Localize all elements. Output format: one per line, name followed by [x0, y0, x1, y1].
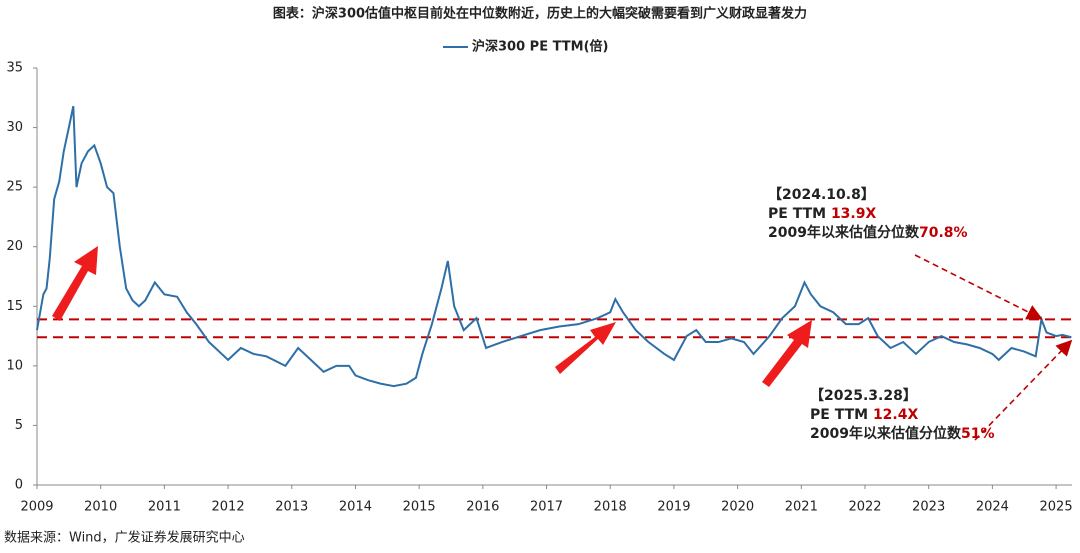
x-tick-label: 2009: [20, 500, 53, 515]
annotation-part: 【2025.3.28】: [810, 388, 917, 404]
annotation: 2009年以来估值分位数51%: [810, 425, 994, 442]
annotation-part: 51%: [961, 426, 995, 442]
y-tick-label: 30: [6, 120, 23, 135]
y-tick-label: 5: [15, 418, 23, 433]
x-tick-label: 2024: [976, 500, 1009, 515]
annotation: 2009年以来估值分位数70.8%: [768, 224, 968, 241]
annotation: 【2025.3.28】: [810, 388, 917, 404]
y-tick-label: 10: [6, 358, 23, 373]
chart-title: 图表：沪深300估值中枢目前处在中位数附近，历史上的大幅突破需要看到广义财政显著…: [273, 6, 807, 22]
x-tick-label: 2020: [721, 500, 754, 515]
y-tick-label: 25: [6, 180, 23, 195]
annotation-part: PE TTM: [810, 407, 873, 423]
x-tick-label: 2011: [148, 500, 181, 515]
source: 数据来源：Wind，广发证券发展研究中心: [4, 530, 245, 546]
arrows: [52, 246, 812, 387]
annotation-part: 12.4X: [873, 407, 919, 423]
x-tick-label: 2015: [403, 500, 436, 515]
x-tick-label: 2014: [339, 500, 372, 515]
annotation: PE TTM 12.4X: [810, 407, 918, 423]
y-tick-label: 20: [6, 239, 23, 254]
annotation-part: 2009年以来估值分位数: [768, 224, 920, 241]
y-tick-label: 15: [6, 299, 23, 314]
annotation-part: 【2024.10.8】: [768, 187, 875, 203]
x-tick-label: 2018: [594, 500, 627, 515]
pointer: [914, 254, 1043, 320]
legend-label: 沪深300 PE TTM(倍): [472, 39, 608, 55]
x-tick-label: 2010: [84, 500, 117, 515]
y-tick-label: 35: [6, 61, 23, 76]
x-tick-label: 2025: [1040, 500, 1073, 515]
annotation-part: 13.9X: [831, 206, 877, 222]
annotation: 【2024.10.8】: [768, 187, 875, 203]
annotation-part: 70.8%: [919, 225, 968, 241]
series-line: [36, 105, 1072, 388]
x-tick-label: 2017: [530, 500, 563, 515]
x-tick-label: 2013: [275, 500, 308, 515]
x-tick-label: 2012: [212, 500, 245, 515]
x-tick-label: 2021: [785, 500, 818, 515]
y-tick-label: 0: [15, 478, 23, 493]
pointer: [974, 339, 1073, 441]
annotation-part: PE TTM: [768, 206, 831, 222]
x-tick-label: 2016: [466, 500, 499, 515]
annotation-part: 2009年以来估值分位数: [810, 425, 962, 442]
x-tick-label: 2019: [657, 500, 690, 515]
annotation: PE TTM 13.9X: [768, 206, 876, 222]
x-tick-label: 2023: [912, 500, 945, 515]
x-tick-label: 2022: [848, 500, 881, 515]
